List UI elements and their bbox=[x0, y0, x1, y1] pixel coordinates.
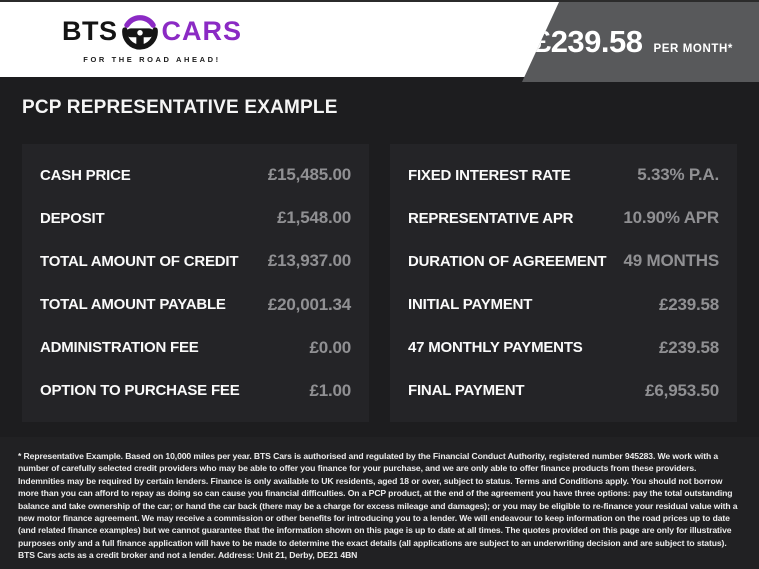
finance-label: OPTION TO PURCHASE FEE bbox=[40, 382, 240, 400]
logo-text-cars: CARS bbox=[161, 15, 243, 46]
finance-label: FIXED INTEREST RATE bbox=[408, 166, 571, 184]
finance-value: £20,001.34 bbox=[267, 294, 351, 314]
finance-value: 10.90% APR bbox=[623, 208, 719, 228]
finance-panel-left: CASH PRICE £15,485.00 DEPOSIT £1,548.00 … bbox=[22, 144, 369, 422]
finance-row-initial-payment: INITIAL PAYMENT £239.58 bbox=[408, 295, 719, 315]
representative-example-disclaimer: * Representative Example. Based on 10,00… bbox=[18, 451, 738, 561]
finance-row-total-payable: TOTAL AMOUNT PAYABLE £20,001.34 bbox=[40, 295, 351, 315]
bts-cars-logo[interactable]: BTS CARS FOR THE ROAD AHEAD! bbox=[62, 10, 242, 64]
finance-label: TOTAL AMOUNT OF CREDIT bbox=[40, 252, 239, 270]
disclaimer-footer: * Representative Example. Based on 10,00… bbox=[0, 437, 759, 569]
finance-label: ADMINISTRATION FEE bbox=[40, 339, 199, 357]
finance-row-admin-fee: ADMINISTRATION FEE £0.00 bbox=[40, 338, 351, 358]
finance-row-representative-apr: REPRESENTATIVE APR 10.90% APR bbox=[408, 208, 719, 228]
logo-text-bts: BTS bbox=[62, 15, 118, 46]
finance-label: CASH PRICE bbox=[40, 166, 131, 184]
steering-wheel-icon bbox=[119, 10, 161, 52]
finance-value: £0.00 bbox=[309, 337, 351, 357]
finance-row-deposit: DEPOSIT £1,548.00 bbox=[40, 208, 351, 228]
monthly-price-period: PER MONTH* bbox=[653, 43, 733, 55]
finance-value: £1,548.00 bbox=[277, 208, 351, 228]
monthly-price-banner: £239.58 PER MONTH* bbox=[522, 2, 759, 82]
finance-row-fixed-interest-rate: FIXED INTEREST RATE 5.33% P.A. bbox=[408, 165, 719, 185]
logo-wordmark: BTS CARS bbox=[62, 10, 242, 52]
finance-value: 49 MONTHS bbox=[623, 251, 720, 271]
finance-value: £13,937.00 bbox=[267, 251, 351, 271]
finance-value: 5.33% P.A. bbox=[637, 165, 719, 184]
finance-value: £1.00 bbox=[309, 380, 351, 400]
monthly-price-amount: £239.58 bbox=[533, 24, 643, 59]
site-header: BTS CARS FOR THE ROAD AHEAD! £239.58 PER… bbox=[0, 0, 759, 82]
finance-label: DURATION OF AGREEMENT bbox=[408, 252, 607, 270]
finance-label: FINAL PAYMENT bbox=[408, 382, 525, 400]
finance-row-total-credit: TOTAL AMOUNT OF CREDIT £13,937.00 bbox=[40, 251, 351, 271]
finance-label: INITIAL PAYMENT bbox=[408, 296, 533, 314]
finance-panel-right: FIXED INTEREST RATE 5.33% P.A. REPRESENT… bbox=[390, 144, 737, 422]
finance-row-cash-price: CASH PRICE £15,485.00 bbox=[40, 165, 351, 185]
finance-label: 47 MONTHLY PAYMENTS bbox=[408, 339, 583, 357]
finance-row-monthly-payments: 47 MONTHLY PAYMENTS £239.58 bbox=[408, 338, 719, 358]
finance-row-final-payment: FINAL PAYMENT £6,953.50 bbox=[408, 381, 719, 401]
finance-panels: CASH PRICE £15,485.00 DEPOSIT £1,548.00 … bbox=[22, 144, 737, 422]
finance-value: £15,485.00 bbox=[267, 165, 351, 184]
finance-label: TOTAL AMOUNT PAYABLE bbox=[40, 296, 226, 314]
finance-label: REPRESENTATIVE APR bbox=[408, 209, 574, 227]
finance-row-duration: DURATION OF AGREEMENT 49 MONTHS bbox=[408, 251, 719, 271]
finance-value: £6,953.50 bbox=[645, 380, 719, 400]
logo-tagline: FOR THE ROAD AHEAD! bbox=[83, 55, 221, 64]
finance-value: £239.58 bbox=[658, 294, 719, 314]
finance-label: DEPOSIT bbox=[40, 209, 105, 227]
finance-value: £239.58 bbox=[658, 337, 719, 357]
page-title: PCP REPRESENTATIVE EXAMPLE bbox=[22, 97, 338, 118]
finance-row-option-to-purchase-fee: OPTION TO PURCHASE FEE £1.00 bbox=[40, 381, 351, 401]
